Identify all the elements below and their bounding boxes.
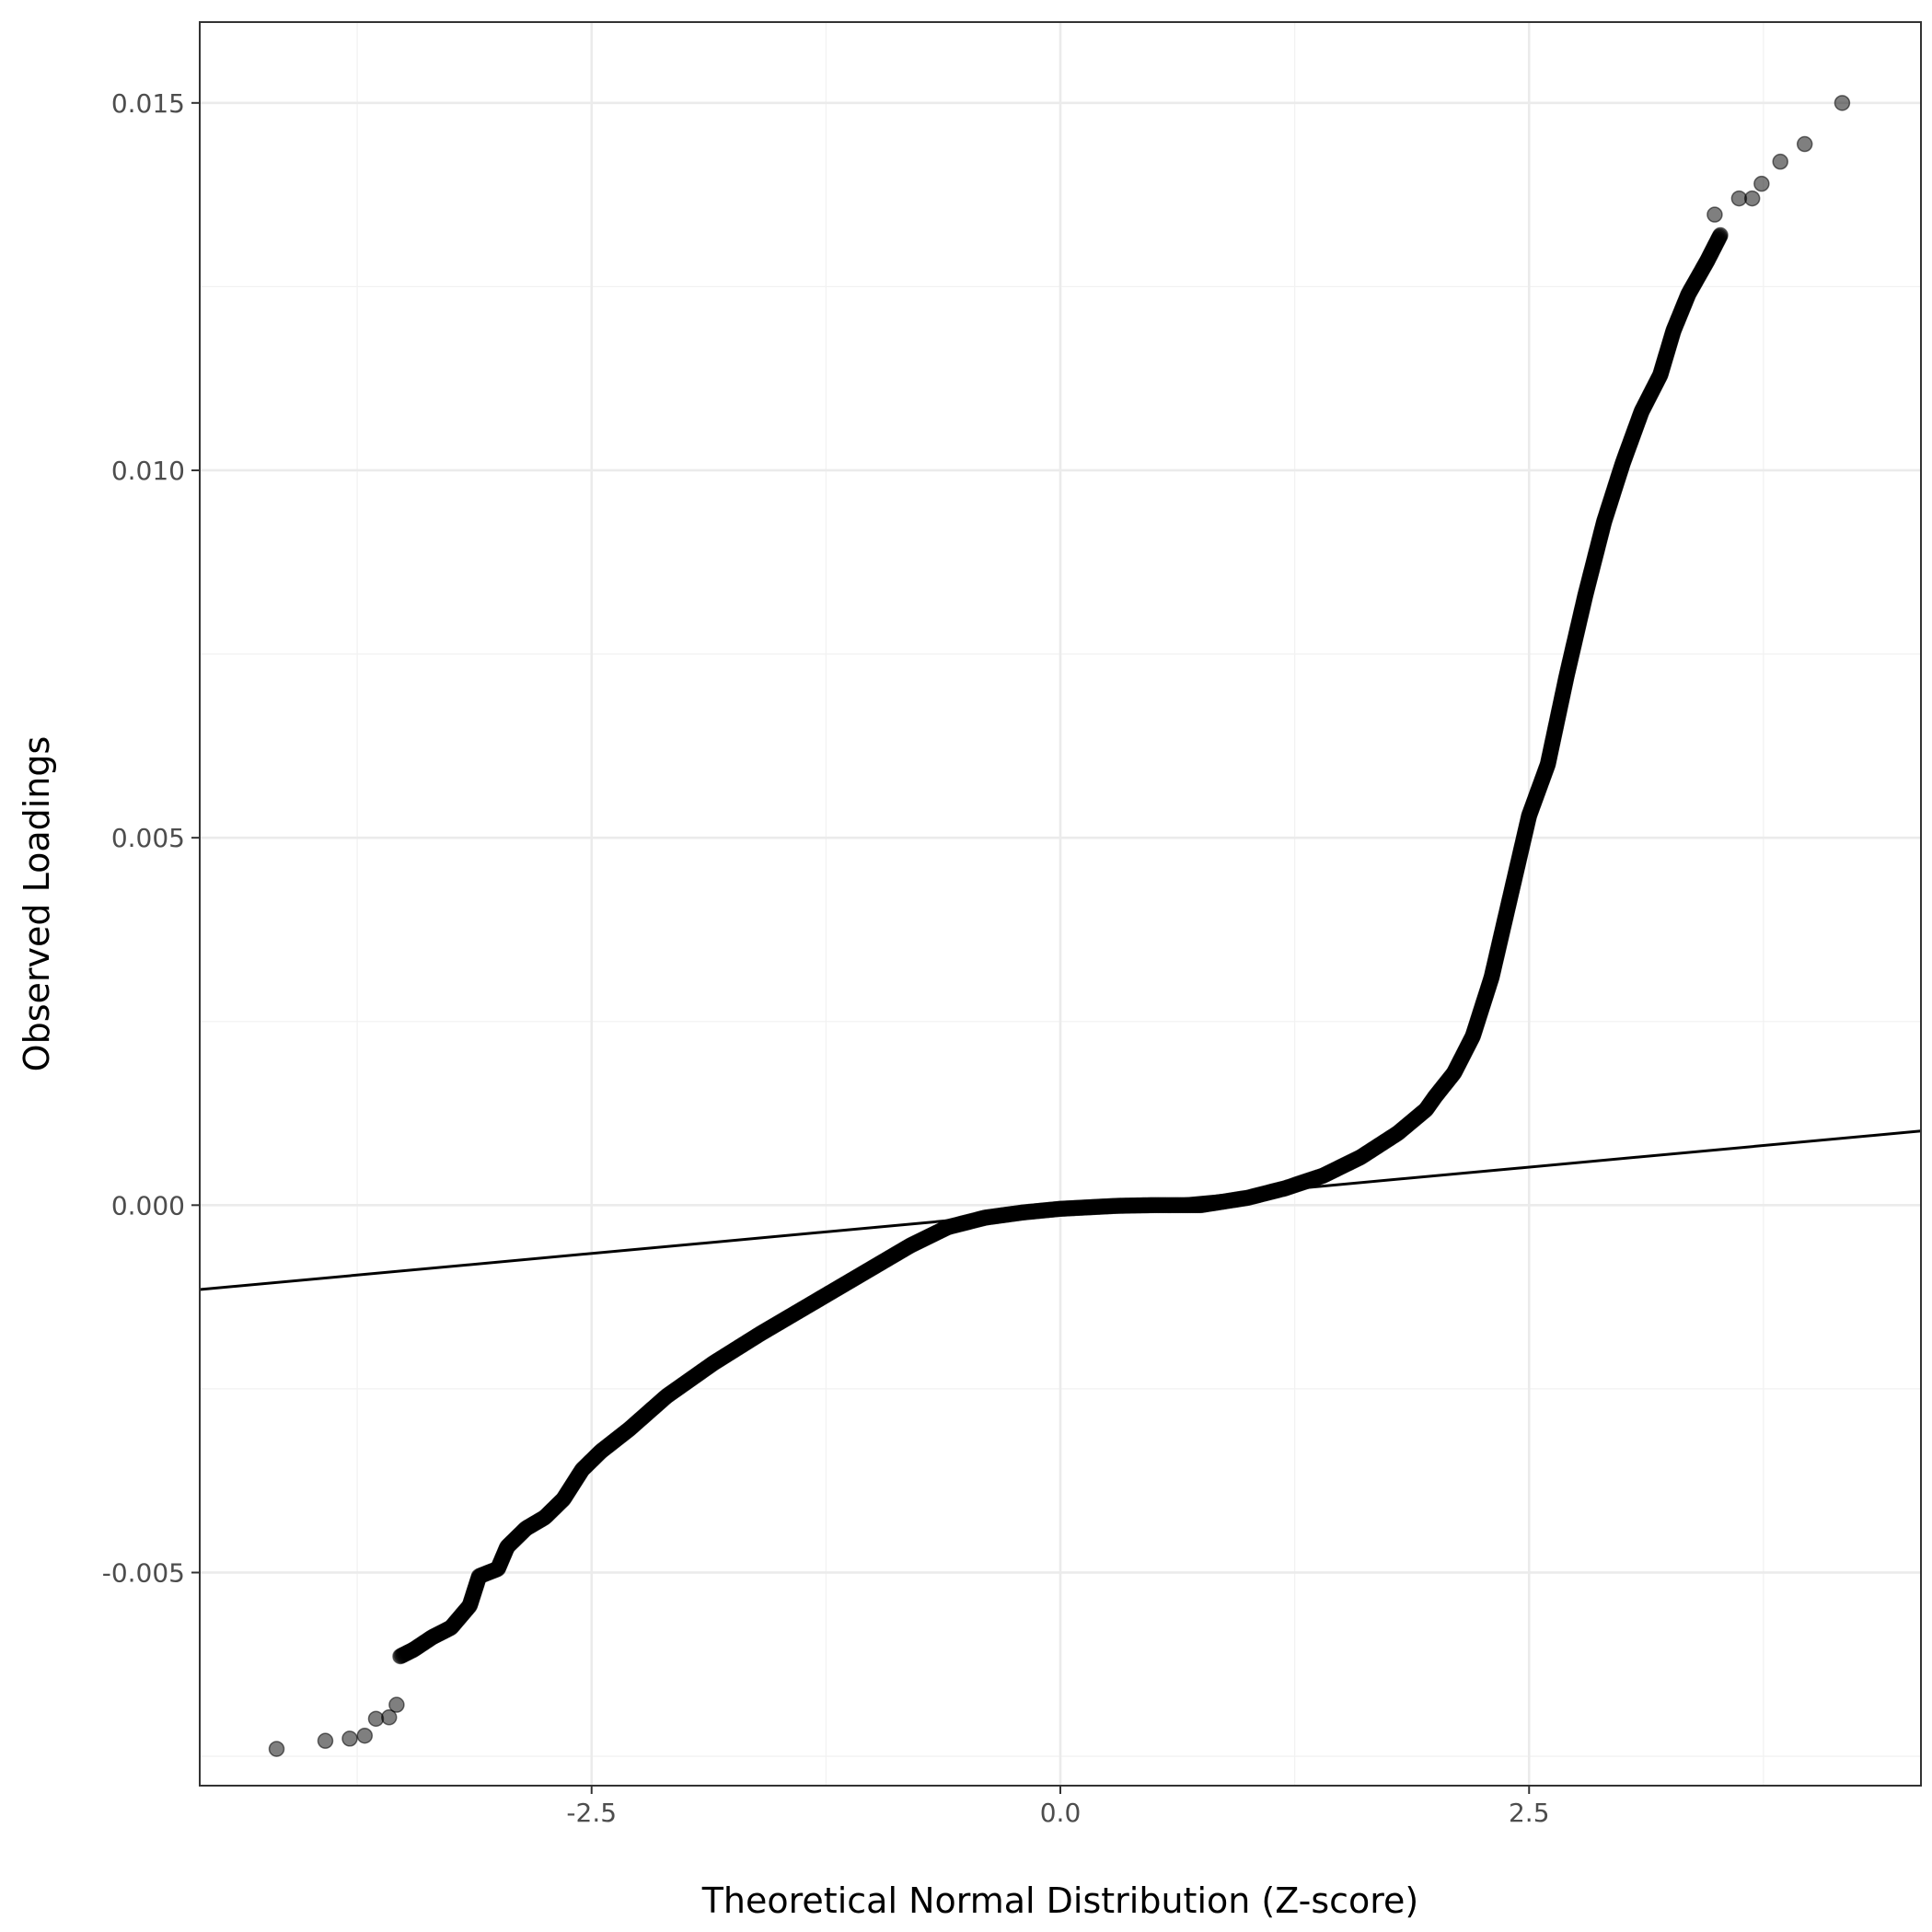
y-tick-label: -0.005: [102, 1557, 185, 1588]
qq-point: [1772, 153, 1788, 170]
data-points: [268, 95, 1851, 1757]
qq-point: [317, 1732, 334, 1750]
qq-point: [380, 1709, 398, 1726]
x-tick-label: -2.5: [566, 1798, 617, 1828]
qq-point: [1743, 190, 1761, 207]
qq-point: [341, 1730, 358, 1747]
y-tick-label: 0.005: [111, 823, 185, 853]
y-tick-label: 0.000: [111, 1190, 185, 1221]
x-axis: -2.5 0.0 2.5: [566, 1786, 1550, 1828]
qq-point: [1834, 95, 1851, 111]
x-axis-title: Theoretical Normal Distribution (Z-score…: [701, 1880, 1419, 1921]
y-tick-label: 0.015: [111, 88, 185, 119]
y-axis: -0.005 0.000 0.005 0.010 0.015: [102, 88, 200, 1588]
qq-point: [1706, 206, 1723, 223]
qq-point: [388, 1696, 405, 1713]
qq-point: [356, 1727, 374, 1744]
y-axis-title: Observed Loadings: [17, 736, 57, 1072]
qq-point: [1753, 175, 1770, 192]
qq-point: [367, 1710, 385, 1728]
x-tick-label: 2.5: [1509, 1798, 1550, 1828]
x-tick-label: 0.0: [1040, 1798, 1082, 1828]
y-tick-label: 0.010: [111, 456, 185, 486]
qq-point: [268, 1741, 285, 1757]
qq-point: [1796, 135, 1813, 153]
qq-point: [1712, 226, 1729, 244]
